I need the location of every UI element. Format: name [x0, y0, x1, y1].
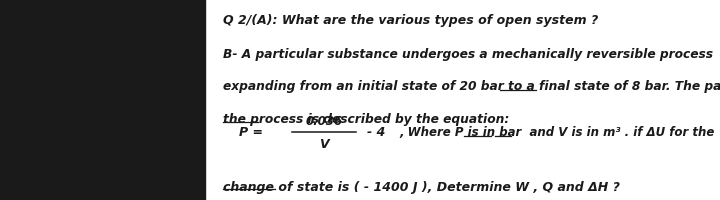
Text: , Where P is in bar  and V is in m³ . if ΔU for the: , Where P is in bar and V is in m³ . if … [400, 126, 715, 138]
Text: P =: P = [239, 126, 263, 138]
Text: - 4: - 4 [367, 126, 386, 138]
Text: 0.036: 0.036 [305, 115, 343, 127]
Bar [0, 0, 205, 200]
Text: change of state is ( - 1400 J ), Determine W , Q and ΔH ?: change of state is ( - 1400 J ), Determi… [223, 180, 620, 193]
Text: the process is described by the equation:: the process is described by the equation… [223, 112, 510, 125]
Text: V: V [319, 138, 329, 150]
Text: expanding from an initial state of 20 bar to a final state of 8 bar. The path fo: expanding from an initial state of 20 ba… [223, 80, 720, 93]
Text: Q 2/(A): What are the various types of open system ?: Q 2/(A): What are the various types of o… [223, 14, 598, 27]
Text: B- A particular substance undergoes a mechanically reversible process: B- A particular substance undergoes a me… [223, 48, 714, 61]
